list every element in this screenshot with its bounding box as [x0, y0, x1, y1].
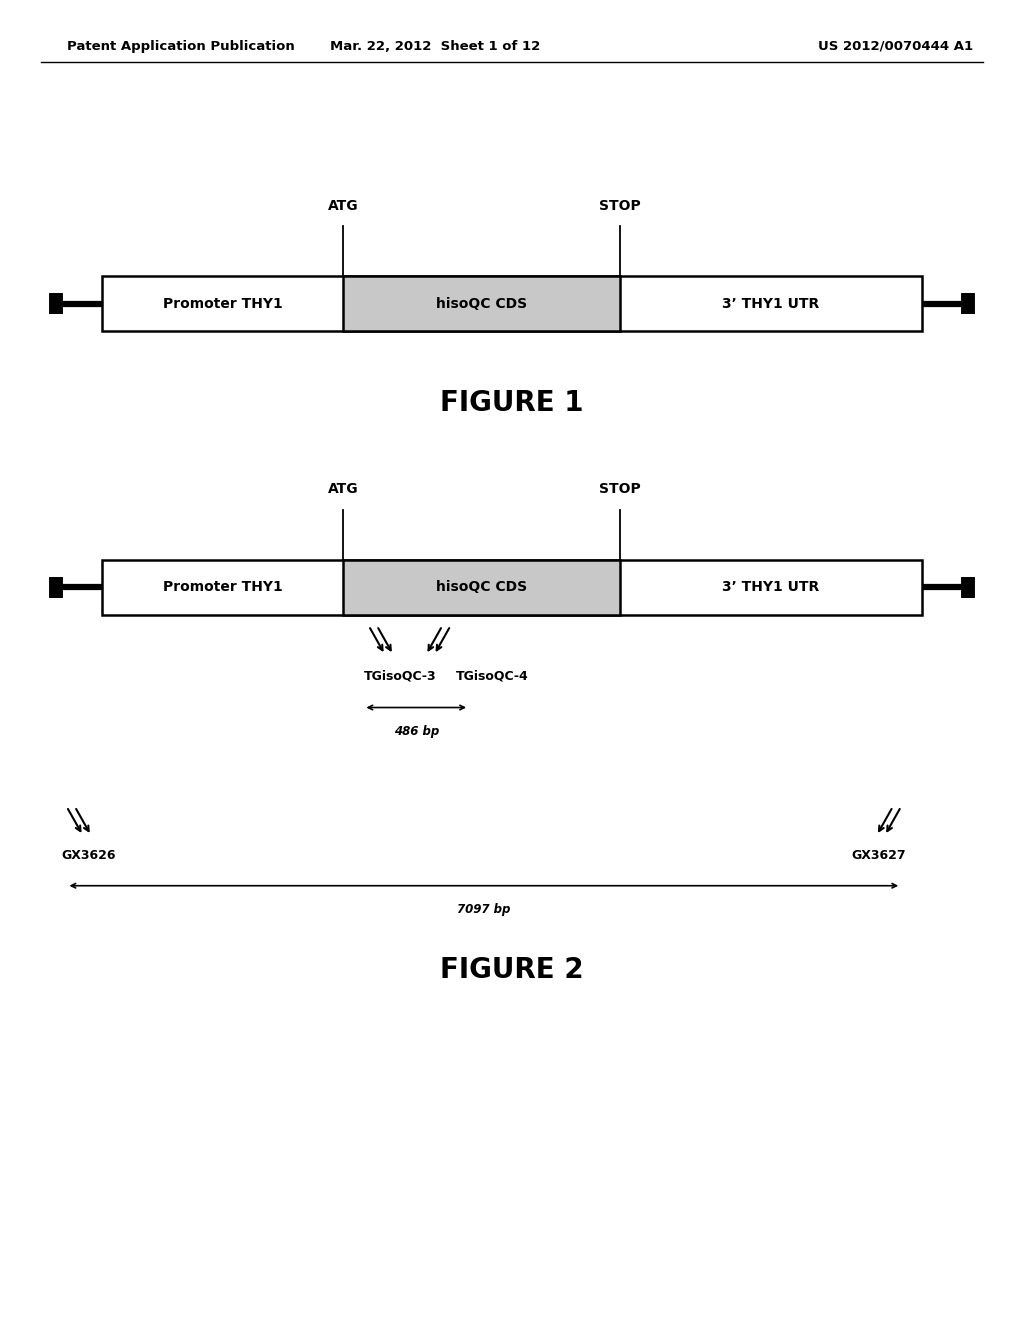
Text: 3’ THY1 UTR: 3’ THY1 UTR [722, 581, 819, 594]
Bar [343, 560, 620, 615]
Text: GX3627: GX3627 [852, 849, 906, 862]
Text: GX3626: GX3626 [61, 849, 116, 862]
Text: 3’ THY1 UTR: 3’ THY1 UTR [722, 297, 819, 310]
Text: FIGURE 1: FIGURE 1 [440, 388, 584, 417]
Text: ATG: ATG [328, 482, 358, 496]
Text: 7097 bp: 7097 bp [457, 903, 511, 916]
Text: ATG: ATG [328, 198, 358, 213]
Text: Patent Application Publication: Patent Application Publication [67, 40, 294, 53]
Text: FIGURE 2: FIGURE 2 [440, 956, 584, 985]
Text: Promoter THY1: Promoter THY1 [163, 581, 283, 594]
Bar [343, 276, 620, 331]
Text: STOP: STOP [599, 198, 640, 213]
Text: hisoQC CDS: hisoQC CDS [436, 297, 526, 310]
Text: Mar. 22, 2012  Sheet 1 of 12: Mar. 22, 2012 Sheet 1 of 12 [330, 40, 541, 53]
Text: TGisoQC-3: TGisoQC-3 [364, 669, 436, 682]
Text: hisoQC CDS: hisoQC CDS [436, 581, 526, 594]
Bar [102, 560, 922, 615]
Text: STOP: STOP [599, 482, 640, 496]
Text: US 2012/0070444 A1: US 2012/0070444 A1 [818, 40, 974, 53]
Bar [102, 276, 922, 331]
Text: 486 bp: 486 bp [393, 725, 439, 738]
Text: Promoter THY1: Promoter THY1 [163, 297, 283, 310]
Text: TGisoQC-4: TGisoQC-4 [456, 669, 528, 682]
